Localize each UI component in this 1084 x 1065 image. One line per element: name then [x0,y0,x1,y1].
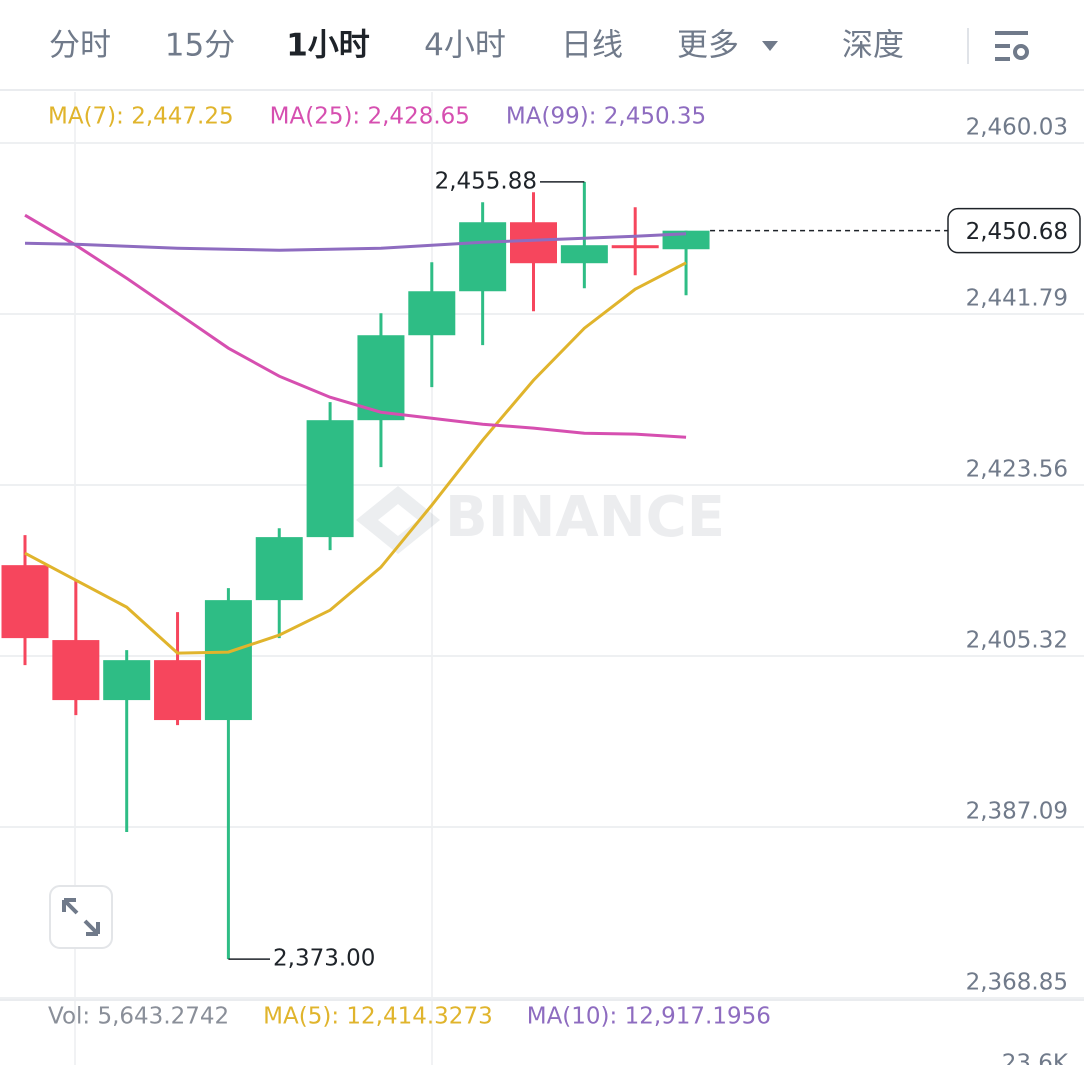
candle-body [560,245,608,264]
watermark-logo [356,486,440,554]
ma-line [24,213,687,439]
last-price-label: 2,450.68 [966,219,1068,245]
y-tick-label: 2,460.03 [966,115,1068,141]
tab[interactable]: 日线 [561,28,623,64]
candle-body [204,600,252,721]
candle-body [611,245,659,249]
low-label: 2,373.00 [273,946,375,972]
y-tick-label: 2,368.85 [966,970,1068,996]
settings-icon[interactable] [995,31,1029,61]
candle-body [510,222,557,264]
tab[interactable]: 更多 [677,28,739,64]
y-tick-label: 2,441.79 [966,286,1068,312]
tab[interactable]: 分时 [49,28,111,64]
tab[interactable]: 1小时 [286,28,370,64]
candle-body [255,537,303,601]
ma-legend: MA(25): 2,428.65 [270,104,470,130]
volume-legend: Vol: 5,643.2742 [48,1004,229,1030]
expand-button[interactable] [49,885,113,949]
candle-body [408,291,456,336]
tab[interactable]: 4小时 [424,28,506,64]
ma-line [24,232,687,252]
candle-body [103,660,151,701]
ma-legend: MA(7): 2,447.25 [48,104,234,130]
tab[interactable]: 15分 [165,28,235,64]
candle-body [459,222,507,292]
candle-body [357,335,405,421]
candle-body [154,660,202,721]
header [0,28,1084,91]
volume-legend: MA(10): 12,917.1956 [527,1004,771,1030]
ma-legend: MA(99): 2,450.35 [506,104,706,130]
candle-body [1,565,49,639]
candle-body [52,640,100,701]
dropdown-arrow[interactable] [762,41,778,51]
y-tick-label: 2,405.32 [966,628,1068,654]
y-tick-label: 2,423.56 [966,456,1068,482]
volume-axis-label: 23.6K [1002,1051,1069,1065]
y-tick-label: 2,387.09 [966,798,1068,824]
ma-line [24,261,687,655]
last-price-box [947,207,1081,254]
high-label: 2,455.88 [435,168,537,194]
tab[interactable]: 深度 [842,28,904,64]
watermark: BINANCE [445,485,725,550]
volume-legend: MA(5): 12,414.3273 [263,1004,493,1030]
candle-body [306,420,354,538]
